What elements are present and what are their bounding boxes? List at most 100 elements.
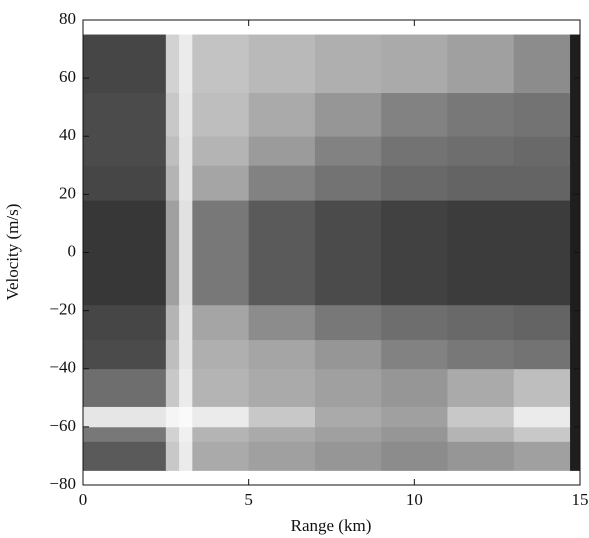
heatmap-cell: [513, 426, 571, 442]
heatmap-cell: [314, 92, 382, 137]
heatmap-cell: [248, 441, 316, 471]
y-tick-label: 40: [59, 125, 76, 144]
y-tick-label: 0: [68, 241, 77, 260]
heatmap-cell: [179, 200, 193, 306]
heatmap-cell: [83, 34, 167, 94]
heatmap-cell: [381, 34, 448, 94]
heatmap-cell: [192, 441, 250, 471]
heatmap-cell: [192, 426, 250, 442]
heatmap-cell: [513, 368, 571, 407]
heatmap-cell: [165, 200, 180, 306]
heatmap-cell: [192, 304, 250, 341]
heatmap-cell: [83, 304, 167, 341]
heatmap-cell: [248, 136, 316, 166]
heatmap-cell: [381, 92, 448, 137]
heatmap-cell: [192, 165, 250, 201]
heatmap-cell: [570, 339, 581, 370]
x-axis-label: Range (km): [291, 516, 372, 535]
y-tick-label: 60: [59, 67, 76, 86]
heatmap-cell: [513, 136, 571, 166]
heatmap-cell: [179, 165, 193, 201]
heatmap-cell: [570, 34, 581, 94]
heatmap-cell: [314, 200, 382, 306]
heatmap-cell: [83, 339, 167, 370]
heatmap-cell: [570, 441, 581, 471]
heatmap-cell: [381, 200, 448, 306]
heatmap-cell: [192, 200, 250, 306]
heatmap-cell: [513, 406, 571, 428]
x-tick-label: 5: [244, 490, 253, 509]
heatmap-cell: [179, 368, 193, 407]
heatmap-cell: [381, 165, 448, 201]
y-tick-label: 80: [59, 9, 76, 28]
heatmap-cell: [447, 136, 515, 166]
heatmap-cell: [513, 304, 571, 341]
heatmap-cell: [314, 136, 382, 166]
heatmap-cell: [248, 165, 316, 201]
heatmap-cell: [381, 304, 448, 341]
heatmap-cell: [570, 136, 581, 166]
heatmap-cell: [314, 34, 382, 94]
heatmap-cell: [447, 165, 515, 201]
heatmap-cell: [447, 200, 515, 306]
heatmap-cell: [165, 441, 180, 471]
heatmap-cell: [165, 136, 180, 166]
heatmap-cell: [248, 34, 316, 94]
heatmap-cell: [248, 426, 316, 442]
heatmap-cell: [447, 441, 515, 471]
heatmap-cell: [513, 200, 571, 306]
heatmap-cell: [165, 426, 180, 442]
heatmap-cell: [165, 304, 180, 341]
heatmap-cell: [381, 441, 448, 471]
heatmap-cell: [179, 92, 193, 137]
heatmap-cell: [192, 406, 250, 428]
heatmap-cell: [83, 92, 167, 137]
heatmap-cell: [192, 339, 250, 370]
heatmap-cell: [192, 136, 250, 166]
heatmap-cell: [179, 426, 193, 442]
y-tick-label: −80: [49, 474, 76, 493]
heatmap-cell: [248, 368, 316, 407]
heatmap-cell: [570, 304, 581, 341]
heatmap-cell: [381, 339, 448, 370]
heatmap-cell: [83, 426, 167, 442]
heatmap-cell: [179, 339, 193, 370]
heatmap-cell: [447, 304, 515, 341]
heatmap-cell: [513, 92, 571, 137]
heatmap-cell: [570, 426, 581, 442]
heatmap-cell: [381, 368, 448, 407]
heatmap-cell: [192, 92, 250, 137]
heatmap-cell: [447, 339, 515, 370]
heatmap-cell: [248, 304, 316, 341]
heatmap-cell: [570, 165, 581, 201]
x-tick-label: 0: [79, 490, 88, 509]
heatmap-cell: [513, 339, 571, 370]
heatmap-cell: [381, 426, 448, 442]
heatmap-cell: [192, 34, 250, 94]
heatmap-cell: [570, 92, 581, 137]
heatmap-cell: [179, 441, 193, 471]
heatmap-cell: [314, 368, 382, 407]
heatmap-cell: [248, 200, 316, 306]
heatmap-cell: [314, 426, 382, 442]
heatmap-cell: [314, 165, 382, 201]
heatmap-cell: [179, 136, 193, 166]
y-tick-label: −60: [49, 416, 76, 435]
heatmap-cell: [314, 339, 382, 370]
heatmap-cell: [447, 92, 515, 137]
y-axis-label: Velocity (m/s): [3, 204, 22, 301]
heatmap-cell: [248, 339, 316, 370]
heatmap-cell: [513, 441, 571, 471]
heatmap-cell: [447, 426, 515, 442]
heatmap-cell: [513, 165, 571, 201]
heatmap-cell: [165, 406, 180, 428]
heatmap-cell: [314, 304, 382, 341]
heatmap-cell: [447, 406, 515, 428]
y-tick-label: −40: [49, 358, 76, 377]
y-tick-label: 20: [59, 183, 76, 202]
heatmap-cell: [165, 339, 180, 370]
heatmap-cell: [248, 92, 316, 137]
heatmap-cell: [314, 406, 382, 428]
